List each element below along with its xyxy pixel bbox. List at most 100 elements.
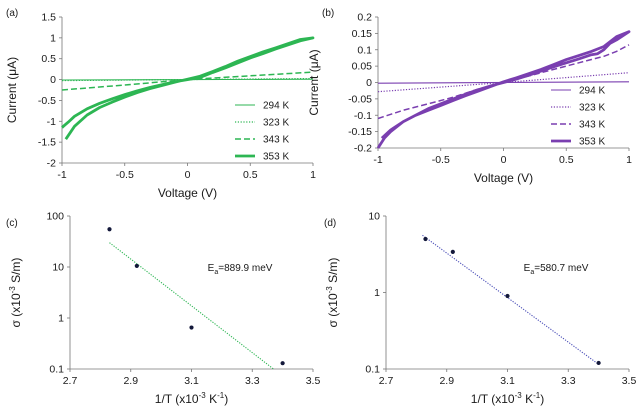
data-point [423, 236, 428, 242]
x-tick-label: 1 [310, 169, 316, 181]
data-point [450, 249, 455, 254]
y-axis-title-text: Current (μA) [307, 49, 321, 115]
x-axis-title-sup: -3 [199, 391, 207, 400]
activation-energy-label: Ea=580.7 meV [524, 263, 589, 276]
legend-label: 343 K [579, 120, 605, 131]
x-tick-label: -0.5 [432, 154, 450, 166]
x-tick-label: 3.1 [500, 375, 515, 387]
series-line-343-K [61, 71, 314, 91]
fit-line [422, 234, 599, 365]
data-point [134, 263, 139, 269]
data-point [596, 360, 601, 366]
x-axis-title-text: ) [540, 392, 544, 406]
panel-label: (d) [324, 218, 336, 229]
y-tick-label: 100 [46, 211, 64, 223]
annotation-sub: a [530, 269, 534, 276]
annotation-text: E [524, 263, 531, 274]
x-axis-title-text: K [206, 392, 217, 406]
y-tick-label: -2 [47, 158, 56, 170]
y-tick-label: 0 [366, 77, 372, 89]
x-axis-title-text: 1/T (x10 [155, 392, 199, 406]
y-tick-label: 0.1 [365, 364, 380, 376]
x-tick-label: 3.3 [561, 375, 576, 387]
y-axis-title-sup: -3 [8, 286, 17, 294]
y-axis-title: Current (μA) [307, 49, 321, 115]
legend-label: 323 K [579, 103, 605, 114]
x-axis-title: 1/T (x10-3 K-1) [155, 391, 228, 406]
x-axis-title-text: 1/T (x10 [471, 392, 515, 406]
annotation-text: =580.7 meV [534, 263, 589, 274]
x-axis-title-text: K [522, 392, 533, 406]
activation-energy-label: Ea=889.9 meV [208, 263, 273, 276]
x-tick-label: 0 [185, 169, 191, 181]
y-tick-label: 10 [52, 262, 64, 274]
series-line-343-K [377, 44, 630, 120]
legend-label: 294 K [263, 101, 289, 112]
x-tick-label: -1 [373, 154, 382, 166]
x-axis-title-text: ) [224, 392, 228, 406]
x-axis-title: Voltage (V) [474, 171, 533, 185]
y-axis-title-text: σ (x10 [326, 293, 340, 327]
y-axis-title: σ (x10-3 S/m) [8, 258, 23, 328]
x-tick-label: 3.5 [306, 375, 321, 387]
x-tick-label: 3.3 [245, 375, 260, 387]
x-tick-label: 1 [626, 154, 632, 166]
x-tick-label: -0.5 [116, 169, 134, 181]
x-axis-title-sup: -1 [533, 391, 541, 400]
y-tick-label: -0.05 [348, 93, 372, 105]
x-axis-title-sup: -1 [217, 391, 225, 400]
x-axis-title: Voltage (V) [158, 186, 217, 200]
panel-label: (b) [322, 8, 334, 19]
y-tick-label: 1 [50, 32, 56, 44]
data-point [280, 361, 285, 366]
y-tick-label: 0.2 [357, 12, 372, 24]
series-line-353-K [61, 36, 315, 140]
y-tick-label: -1.5 [38, 137, 56, 149]
panel-label: (c) [6, 218, 18, 229]
y-axis-title-text: Current (μA) [5, 57, 19, 123]
x-tick-label: 2.9 [123, 375, 138, 387]
x-tick-label: 3.5 [622, 375, 636, 387]
annotation-text: =889.9 meV [218, 263, 273, 274]
legend-label: 323 K [263, 118, 289, 129]
y-tick-label: 10 [368, 211, 380, 223]
x-tick-label: 0 [501, 154, 507, 166]
legend-label: 294 K [579, 86, 605, 97]
y-tick-label: 1.5 [41, 12, 56, 24]
x-tick-label: 0.5 [559, 154, 574, 166]
fit-line [109, 242, 274, 370]
series-line-353-K [376, 30, 631, 149]
legend-label: 353 K [263, 152, 289, 163]
x-tick-label: 2.7 [63, 375, 78, 387]
x-tick-label: 2.9 [439, 375, 454, 387]
x-tick-label: -1 [57, 169, 66, 181]
x-axis-title-sup: -3 [515, 391, 523, 400]
y-axis-title-text: σ (x10 [9, 293, 23, 327]
y-tick-label: 1 [58, 313, 64, 325]
y-tick-label: -0.1 [354, 110, 372, 122]
data-point [189, 325, 194, 330]
data-point [505, 293, 510, 299]
x-axis-title-text: Voltage (V) [158, 186, 217, 200]
y-tick-label: 0.15 [352, 28, 373, 40]
y-tick-label: -0.2 [354, 143, 372, 155]
x-axis-title: 1/T (x10-3 K-1) [471, 391, 544, 406]
annotation-sub: a [214, 269, 218, 276]
annotation-text: E [208, 263, 215, 274]
y-tick-label: 0.1 [49, 364, 64, 376]
panel-label: (a) [6, 8, 18, 19]
y-tick-label: -0.15 [348, 126, 372, 138]
legend-label: 343 K [263, 135, 289, 146]
y-axis-title-sup: -3 [325, 286, 334, 294]
y-axis-title-text: S/m) [326, 258, 340, 287]
x-tick-label: 3.1 [184, 375, 199, 387]
y-tick-label: 0.5 [41, 53, 56, 65]
legend-label: 353 K [579, 137, 605, 148]
y-axis-title: Current (μA) [5, 57, 19, 123]
y-tick-label: 1 [374, 287, 380, 299]
data-point [107, 227, 112, 232]
y-tick-label: 0.1 [357, 44, 372, 56]
y-tick-label: 0.05 [352, 61, 373, 73]
x-axis-title-text: Voltage (V) [474, 171, 533, 185]
